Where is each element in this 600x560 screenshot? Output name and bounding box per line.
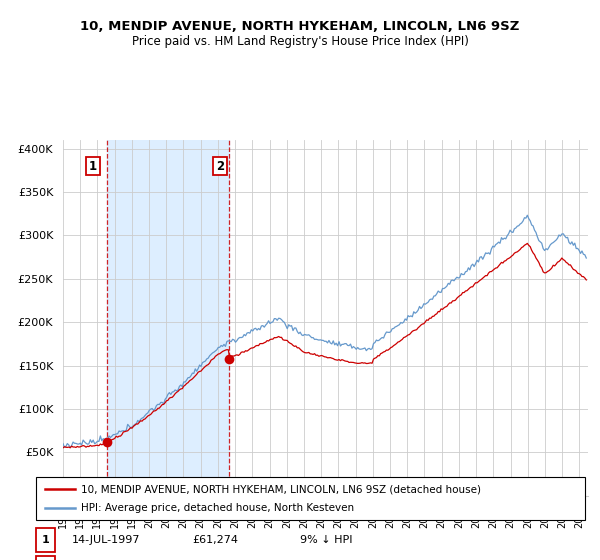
Text: 2: 2 (216, 160, 224, 172)
Text: HPI: Average price, detached house, North Kesteven: HPI: Average price, detached house, Nort… (81, 503, 354, 513)
Text: Price paid vs. HM Land Registry's House Price Index (HPI): Price paid vs. HM Land Registry's House … (131, 35, 469, 48)
Bar (107, 140, 229, 496)
Text: 1: 1 (89, 160, 97, 172)
Text: 1: 1 (42, 535, 49, 545)
Text: £61,274: £61,274 (192, 535, 238, 545)
Text: 10, MENDIP AVENUE, NORTH HYKEHAM, LINCOLN, LN6 9SZ (detached house): 10, MENDIP AVENUE, NORTH HYKEHAM, LINCOL… (81, 484, 481, 494)
Text: 10, MENDIP AVENUE, NORTH HYKEHAM, LINCOLN, LN6 9SZ: 10, MENDIP AVENUE, NORTH HYKEHAM, LINCOL… (80, 20, 520, 32)
Text: 9% ↓ HPI: 9% ↓ HPI (300, 535, 353, 545)
Text: 14-JUL-1997: 14-JUL-1997 (72, 535, 140, 545)
